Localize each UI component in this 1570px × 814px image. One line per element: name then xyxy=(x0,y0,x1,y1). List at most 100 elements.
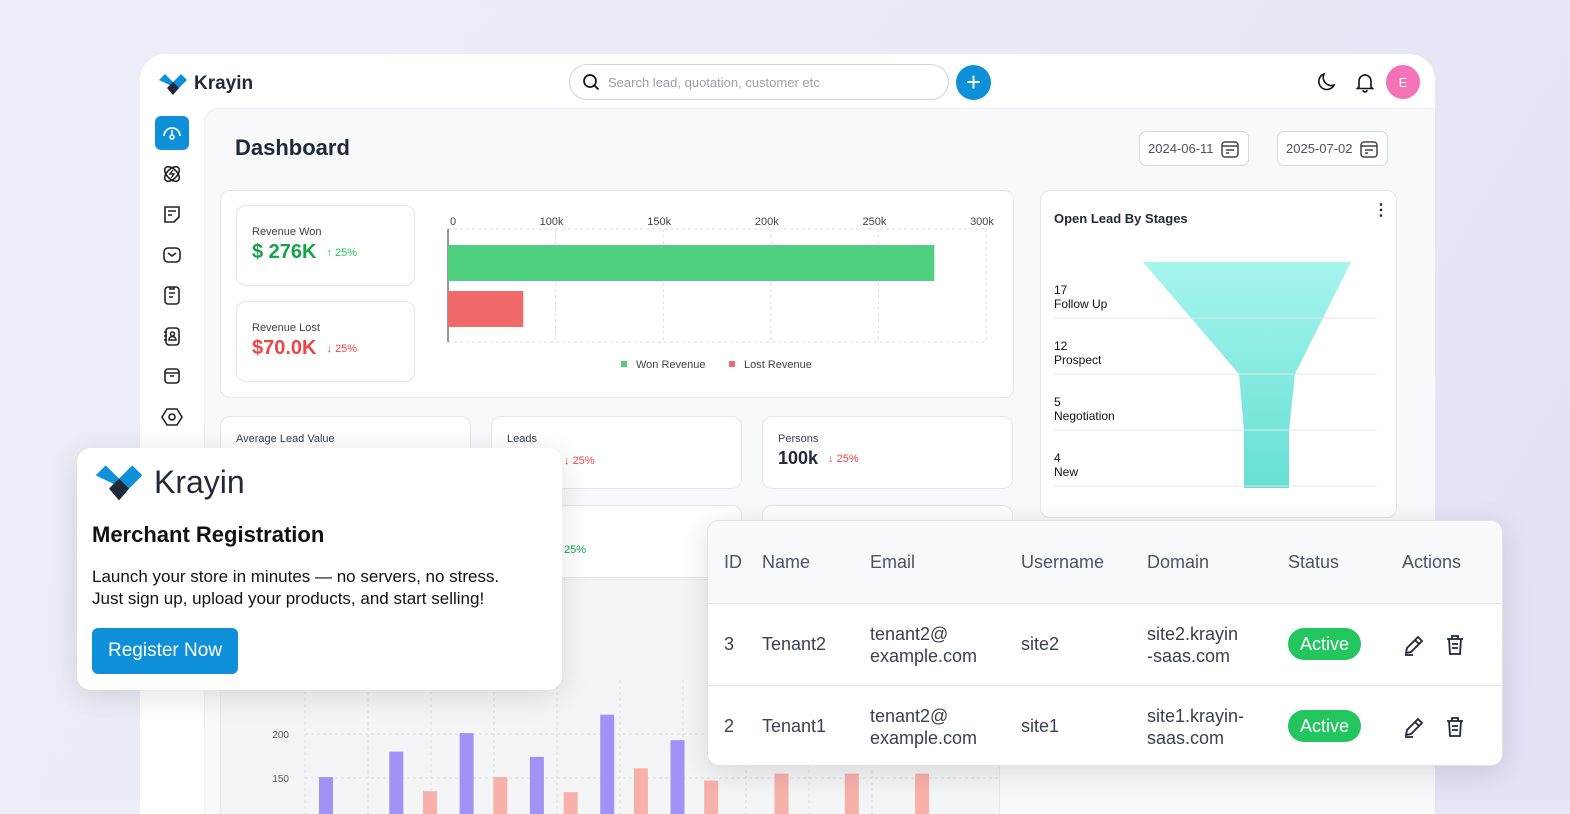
funnel-chart xyxy=(1054,262,1377,488)
register-now-button[interactable]: Register Now xyxy=(92,628,239,674)
arrow-down-icon: ↓ xyxy=(828,452,837,465)
cell-status: Active xyxy=(1288,628,1402,660)
funnel-stage-label: 12 Prospect xyxy=(1054,339,1101,367)
edit-pencil-icon[interactable] xyxy=(1402,633,1426,657)
funnel-card: Open Lead By Stages ⋮ 17 Follow Up 12 Prosp… xyxy=(1040,190,1397,518)
sidebar-item-activities[interactable] xyxy=(155,278,189,312)
calendar-icon xyxy=(1359,140,1378,158)
app-name: Krayin xyxy=(194,73,254,94)
domain-part: site2.krayin xyxy=(1147,623,1239,644)
contacts-icon xyxy=(164,326,180,346)
stage-name: Negotiation xyxy=(1054,409,1115,423)
krayin-logo-icon xyxy=(159,74,187,95)
stat-value: 100k xyxy=(778,448,819,468)
funnel-stage-label: 4 New xyxy=(1054,451,1078,479)
header-username: Username xyxy=(1021,551,1105,572)
sidebar-item-products[interactable] xyxy=(155,359,189,393)
cell-status: Active xyxy=(1288,710,1402,742)
stage-name: Follow Up xyxy=(1054,297,1108,311)
bar xyxy=(915,773,930,814)
search-input[interactable]: Search lead, quotation, customer etc xyxy=(569,64,949,100)
header-status: Status xyxy=(1288,551,1340,572)
domain-part: -saas.com xyxy=(1147,645,1231,666)
sidebar-item-quotes[interactable] xyxy=(155,197,189,231)
bar xyxy=(670,740,685,814)
header-id: ID xyxy=(724,551,742,572)
revenue-bar-chart: 0 100k 150k 200k 250k 300k Won Revenue Lost Rev… xyxy=(447,216,994,371)
plus-icon: + xyxy=(965,67,982,97)
edit-pencil-icon[interactable] xyxy=(1402,715,1426,739)
leads-icon xyxy=(163,165,181,182)
stat-change: 25% xyxy=(572,455,595,467)
cell-username: site2 xyxy=(1021,634,1060,654)
logo[interactable]: Krayin xyxy=(158,72,253,96)
user-avatar[interactable]: E xyxy=(1386,65,1420,99)
cell-name: Tenant1 xyxy=(762,716,827,736)
sidebar-item-settings[interactable] xyxy=(155,400,189,434)
search-icon xyxy=(583,74,600,91)
dashboard-icon xyxy=(163,127,181,140)
revenue-won-label: Revenue Won xyxy=(252,226,322,238)
cell-name: Tenant2 xyxy=(762,634,827,654)
cell-username: site1 xyxy=(1021,716,1060,736)
arrow-up-icon: ↑ xyxy=(326,246,336,259)
quick-create-button[interactable]: + xyxy=(956,65,991,100)
bar xyxy=(319,777,333,814)
bar xyxy=(600,714,615,814)
header-email: Email xyxy=(870,552,916,572)
x-tick-label: 300k xyxy=(970,216,994,228)
sidebar-item-mail[interactable] xyxy=(155,238,189,272)
cell-domain: site1.krayin-saas.com xyxy=(1147,705,1288,749)
start-date: 2024-06-11 xyxy=(1148,141,1214,156)
cell-email: tenant2@ example.com xyxy=(870,705,1021,749)
product-box-icon xyxy=(164,368,180,384)
x-tick-label: 250k xyxy=(862,216,886,228)
status-badge: Active xyxy=(1288,628,1362,660)
sidebar-item-contacts[interactable] xyxy=(155,319,189,353)
cell-id: 3 xyxy=(724,634,735,654)
sidebar-item-leads[interactable] xyxy=(155,157,189,191)
stat-label: Persons xyxy=(778,433,819,445)
domain-part: site1.krayin- xyxy=(1147,705,1245,726)
sidebar-item-dashboard[interactable] xyxy=(155,116,189,150)
quote-icon xyxy=(164,206,180,223)
y-tick-label: 200 xyxy=(272,730,289,741)
stat-change: 25% xyxy=(836,452,859,465)
krayin-logo-icon xyxy=(95,465,143,501)
cell-domain: site2.krayin -saas.com xyxy=(1147,623,1288,667)
table-header: ID Name Email Username Domain Status Act… xyxy=(708,521,1502,603)
mail-icon xyxy=(163,246,181,263)
delete-trash-icon[interactable] xyxy=(1444,633,1466,657)
start-date-picker[interactable]: 2024-06-11 xyxy=(1139,131,1249,166)
notification-bell-icon[interactable] xyxy=(1354,71,1376,93)
settings-icon xyxy=(161,407,183,426)
bar xyxy=(459,733,474,814)
popup-brand-name: Krayin xyxy=(154,463,245,500)
page-title: Dashboard xyxy=(235,135,350,160)
cell-id: 2 xyxy=(724,716,735,736)
stage-count: 12 xyxy=(1054,339,1068,353)
table-row: 3 Tenant2 tenant2@ example.com site2 site… xyxy=(708,603,1502,685)
revenue-won-card: Revenue Won $ 276K ↑ 25% xyxy=(236,205,415,286)
end-date-picker[interactable]: 2025-07-02 xyxy=(1277,131,1388,166)
bar xyxy=(563,792,578,814)
dark-mode-icon[interactable] xyxy=(1316,71,1338,93)
stage-name: Prospect xyxy=(1054,353,1102,367)
funnel-title: Open Lead By Stages xyxy=(1054,211,1188,226)
merchant-registration-popup: Krayin Merchant Registration Launch your… xyxy=(77,448,562,690)
bar xyxy=(704,780,719,814)
cell-actions xyxy=(1402,633,1502,657)
stage-count: 17 xyxy=(1054,283,1068,297)
stat-label: Leads xyxy=(507,433,537,445)
more-options-icon[interactable]: ⋮ xyxy=(1373,202,1389,219)
stage-name: New xyxy=(1054,465,1079,479)
won-revenue-bar xyxy=(448,245,935,281)
stat-label: Average Lead Value xyxy=(236,433,335,445)
popup-logo: Krayin xyxy=(92,462,547,502)
revenue-card: Revenue Won $ 276K ↑ 25% Revenue Lost $70… xyxy=(220,190,1014,398)
bar xyxy=(774,773,789,814)
y-tick-label: 150 xyxy=(272,774,289,785)
legend-swatch xyxy=(729,361,735,367)
delete-trash-icon[interactable] xyxy=(1444,715,1466,739)
popup-text-line: Just sign up, upload your products, and … xyxy=(92,589,485,608)
